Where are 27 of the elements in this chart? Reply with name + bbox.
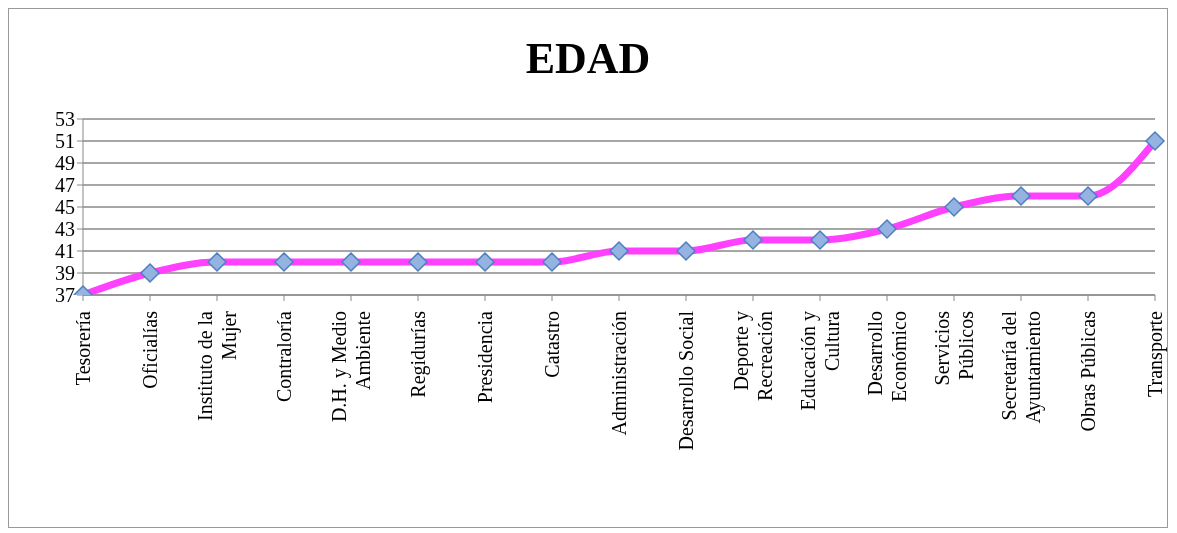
x-tick-label: Tesorería (72, 310, 94, 386)
y-tick-label: 43 (55, 218, 75, 241)
x-tick-label: Servicios Públicos (931, 310, 977, 386)
x-tick-label: Instituto de la Mujer (194, 310, 241, 421)
y-tick-label: 47 (55, 174, 75, 197)
x-tick-label: Regidurías (407, 310, 430, 398)
y-tick-label: 39 (55, 262, 75, 285)
x-tick-label: Presidencia (474, 310, 496, 404)
x-tick-label: Oficialías (139, 310, 161, 389)
x-tick-label: Obras Públicas (1077, 310, 1099, 432)
x-tick-label: Secretaría del Ayuntamiento (998, 310, 1045, 424)
chart-title: EDAD (524, 33, 652, 83)
y-tick-label: 51 (55, 130, 75, 153)
y-tick-label: 53 (55, 108, 75, 131)
x-tick-label: Desarrollo Económico (864, 311, 910, 403)
x-tick-label: Transporte (1144, 310, 1167, 397)
x-tick-label: Contraloría (273, 310, 295, 403)
x-tick-label: Catastro (541, 311, 563, 378)
x-tick-label: Administración (608, 311, 630, 436)
x-tick-label: D.H. y Medio Ambiente (328, 310, 374, 423)
y-tick-label: 37 (55, 284, 75, 307)
y-tick-label: 49 (55, 152, 75, 175)
y-tick-label: 41 (55, 240, 75, 263)
x-tick-label: Desarrollo Social (675, 310, 697, 451)
x-tick-label: Educación y Cultura (797, 310, 843, 411)
x-tick-label: Deporte y Recreación (730, 311, 776, 401)
y-tick-label: 45 (55, 196, 75, 219)
